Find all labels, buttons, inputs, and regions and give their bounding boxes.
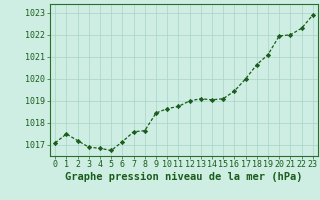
X-axis label: Graphe pression niveau de la mer (hPa): Graphe pression niveau de la mer (hPa) (65, 172, 303, 182)
